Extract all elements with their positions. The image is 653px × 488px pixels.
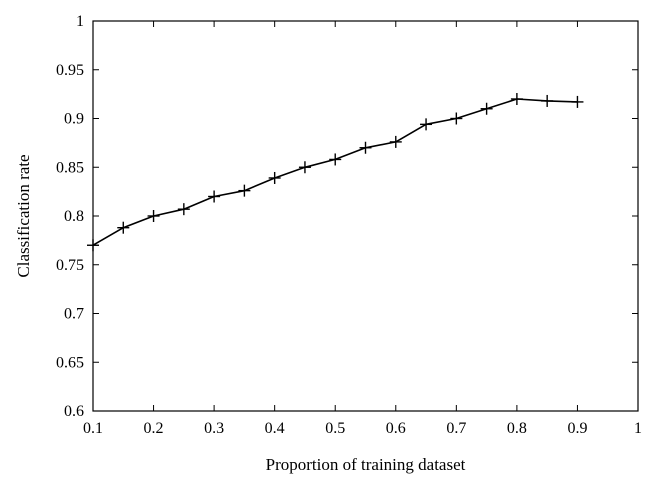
data-point [329,153,342,166]
y-tick-label: 0.75 [56,257,84,274]
data-point [450,112,463,125]
y-tick-label: 0.7 [64,306,84,323]
y-tick-label: 0.9 [64,111,84,128]
data-point [268,171,281,184]
x-tick-label: 1 [634,420,642,437]
data-point [298,161,311,174]
data-point [177,203,190,216]
data-point [389,135,402,148]
data-point [238,184,251,197]
x-tick-label: 0.4 [265,420,285,437]
y-tick-label: 0.85 [56,159,84,176]
x-tick-label: 0.7 [446,420,466,437]
x-tick-label: 0.2 [144,420,164,437]
series-layer [87,93,584,252]
y-axis-title: Classification rate [14,154,33,277]
data-point [359,141,372,154]
plot-frame [92,20,639,412]
x-tick-label: 0.1 [83,420,103,437]
data-point [541,94,554,107]
x-tick-label: 0.6 [386,420,406,437]
y-tick-label: 0.8 [64,208,84,225]
y-tick-label: 0.95 [56,62,84,79]
data-point [510,93,523,105]
y-tick-label: 0.6 [64,403,84,420]
x-tick-label: 0.3 [204,420,224,437]
y-tick-label: 0.65 [56,354,84,371]
x-axis-title: Proportion of training dataset [266,455,466,474]
data-point [117,221,130,234]
y-axis: 0.6 0.65 0.7 0.75 0.8 0.85 0.9 0.95 1 [56,13,638,420]
x-axis: 0.1 0.2 0.3 0.4 0.5 0.6 0.7 0.8 0.9 1 [83,21,642,437]
data-point [420,118,433,131]
series-line [92,98,578,246]
x-tick-label: 0.9 [567,420,587,437]
x-tick-label: 0.5 [325,420,345,437]
data-point [480,102,493,115]
y-tick-label: 1 [76,13,84,30]
x-tick-label: 0.8 [507,420,527,437]
data-point [147,210,160,222]
data-point [571,95,584,108]
data-point [208,190,221,203]
